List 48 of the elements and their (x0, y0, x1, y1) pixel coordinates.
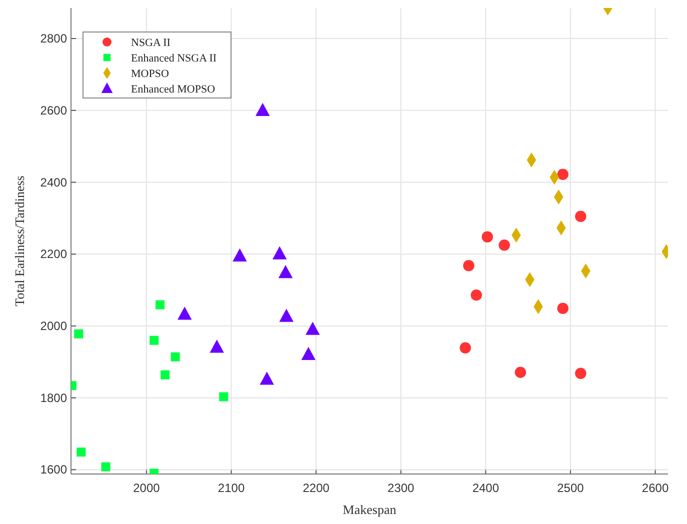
point (76, 448, 86, 457)
point (210, 340, 224, 353)
legend-label: Enhanced MOPSO (131, 84, 216, 96)
point (278, 264, 293, 278)
point (232, 248, 247, 262)
point (482, 231, 493, 242)
point (575, 368, 586, 380)
point (575, 210, 586, 222)
y-axis-title: Total Earliness/Tardiness (12, 176, 27, 306)
x-tick-label: 2100 (218, 481, 245, 495)
point (178, 306, 192, 320)
legend-label: MOPSO (131, 68, 169, 80)
point (150, 336, 159, 345)
y-tick-label: 2600 (40, 103, 68, 118)
point (460, 342, 471, 354)
point (514, 366, 526, 378)
point (156, 300, 165, 310)
point (256, 102, 270, 116)
x-tick-label: 2600 (642, 481, 669, 495)
legend-label: Enhanced NSGA II (131, 52, 217, 64)
point (463, 260, 474, 272)
point (260, 372, 274, 385)
y-tick-label: 2000 (40, 318, 68, 333)
legend-label: NSGA II (131, 37, 171, 49)
x-tick-label: 2500 (557, 481, 584, 495)
point (470, 289, 482, 301)
y-tick-label: 2800 (40, 32, 68, 46)
point (498, 240, 510, 251)
point (306, 322, 320, 335)
x-tick-label: 2400 (472, 481, 500, 495)
point (219, 392, 228, 402)
point (557, 168, 568, 180)
x-tick-label: 2000 (133, 481, 160, 495)
y-tick-label: 2400 (40, 175, 68, 190)
x-axis-title: Makespan (342, 502, 397, 517)
point (101, 462, 110, 472)
y-tick-label: 2200 (40, 247, 68, 262)
y-tick-label: 1600 (40, 462, 68, 477)
y-tick-label: 1800 (40, 390, 68, 405)
point (301, 346, 316, 360)
point (557, 302, 568, 314)
point (74, 329, 84, 338)
point (170, 352, 180, 362)
point (160, 370, 170, 380)
x-tick-label: 2200 (302, 481, 330, 495)
x-tick-label: 2300 (388, 481, 415, 495)
point (272, 246, 287, 260)
point (279, 308, 294, 322)
